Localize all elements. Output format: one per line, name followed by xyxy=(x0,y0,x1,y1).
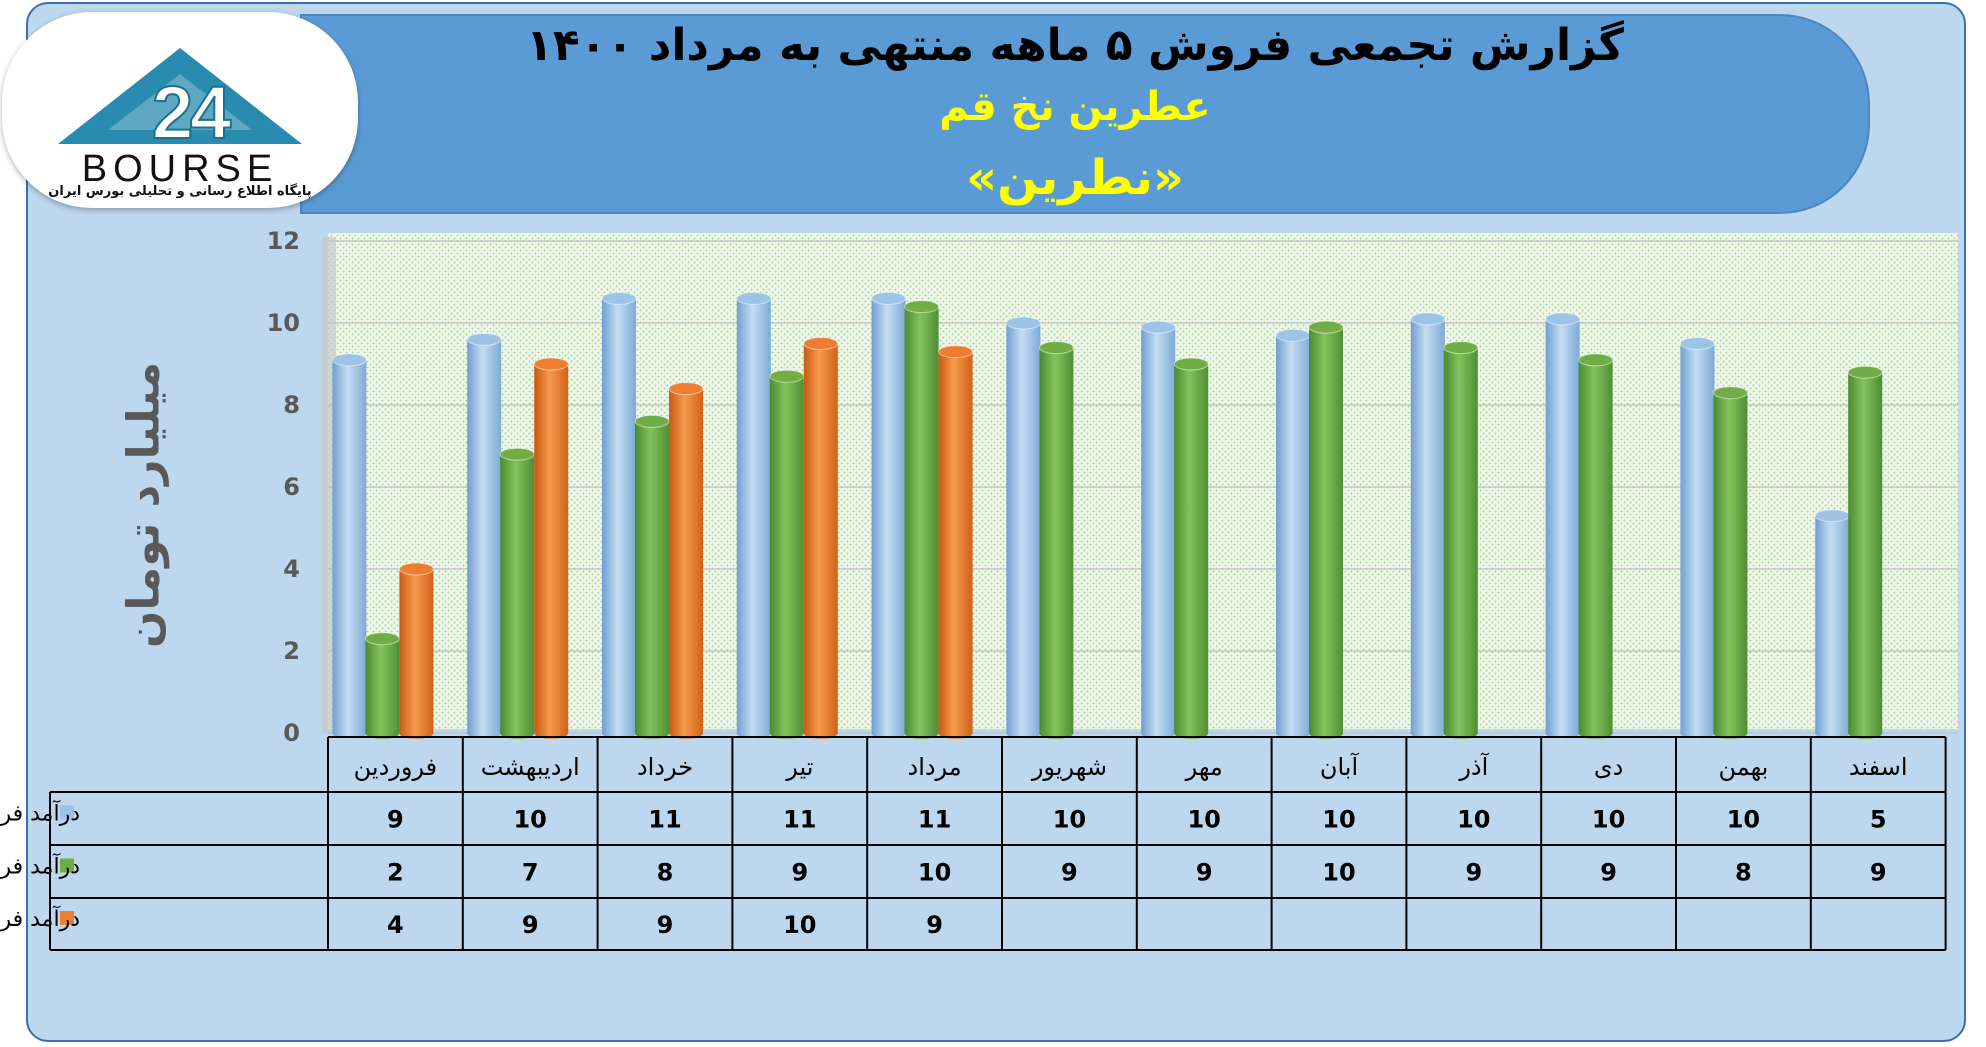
logo-tagline: پایگاه اطلاع رسانی و تحلیلی بورس ایران xyxy=(48,184,312,199)
bar xyxy=(1578,353,1614,739)
table-cell-value: 9 xyxy=(1061,859,1078,887)
title-banner xyxy=(300,14,1870,214)
table-cell-value: 9 xyxy=(1870,859,1887,887)
legend-swatch xyxy=(60,911,74,925)
logo-wordmark: BOURSE xyxy=(81,148,279,190)
legend-swatch xyxy=(60,858,74,873)
table-cell-value: 10 xyxy=(1322,859,1355,887)
y-tick-label: 8 xyxy=(283,391,300,419)
x-tick-label: مرداد xyxy=(908,753,962,781)
company-symbol: «نطرین» xyxy=(966,150,1184,206)
bar xyxy=(769,369,805,739)
bar xyxy=(1712,386,1748,739)
bar xyxy=(1140,320,1176,739)
table-cell-value: 8 xyxy=(1735,859,1752,887)
legend-label: درآمد فروش سال ۱۳۹۹ xyxy=(0,853,80,880)
bourse-logo: 2 4 BOURSE پایگاه اطلاع رسانی و تحلیلی ب… xyxy=(2,12,358,208)
bar xyxy=(364,632,400,739)
svg-text:2: 2 xyxy=(152,71,193,154)
x-tick-label: اردیبهشت xyxy=(481,753,580,781)
bar xyxy=(1275,328,1311,739)
y-tick-label: 6 xyxy=(283,473,300,501)
bar xyxy=(1814,509,1850,739)
y-tick-label: 2 xyxy=(283,637,300,665)
bar xyxy=(1038,341,1074,739)
bar xyxy=(871,291,907,739)
bar xyxy=(533,357,569,739)
logo-triangle-icon: 2 4 xyxy=(58,48,302,155)
bar xyxy=(331,353,367,739)
svg-text:4: 4 xyxy=(190,71,231,154)
table-cell-value: 4 xyxy=(387,911,404,939)
x-tick-label: دی xyxy=(1594,753,1623,781)
table-cell-value: 11 xyxy=(648,806,681,834)
table-cell-value: 10 xyxy=(1322,806,1355,834)
bar xyxy=(1173,357,1209,739)
table-cell-value: 9 xyxy=(791,859,808,887)
x-tick-label: فروردین xyxy=(354,753,438,781)
table-cell-value: 10 xyxy=(1187,806,1220,834)
bar xyxy=(803,337,839,739)
bar xyxy=(1545,312,1581,739)
table-cell-value: 10 xyxy=(1053,806,1086,834)
company-name: عطرین نخ قم xyxy=(939,84,1211,130)
table-cell-value: 10 xyxy=(918,859,951,887)
table-cell-value: 9 xyxy=(657,911,674,939)
y-tick-label: 12 xyxy=(267,227,300,255)
table-cell-value: 10 xyxy=(1592,806,1625,834)
y-tick-label: 10 xyxy=(267,309,300,337)
x-tick-label: اسفند xyxy=(1849,753,1908,781)
table-cell-value: 9 xyxy=(1196,859,1213,887)
x-tick-label: بهمن xyxy=(1718,753,1768,781)
y-tick-label: 0 xyxy=(283,719,300,747)
bar xyxy=(1005,316,1041,739)
x-tick-label: شهریور xyxy=(1031,753,1107,781)
table-cell-value: 9 xyxy=(1600,859,1617,887)
table-cell-value: 11 xyxy=(783,806,816,834)
table-cell-value: 11 xyxy=(918,806,951,834)
bar xyxy=(1410,312,1446,739)
table-cell-value: 9 xyxy=(387,806,404,834)
table-cell-value: 9 xyxy=(522,911,539,939)
y-tick-label: 4 xyxy=(283,555,300,583)
bar xyxy=(1847,365,1883,739)
x-tick-label: آذر xyxy=(1458,752,1489,781)
table-cell-value: 2 xyxy=(387,859,404,887)
table-cell-value: 10 xyxy=(1457,806,1490,834)
legend-label: درآمد فروش سال ۱۳۹۸ xyxy=(0,800,80,827)
table-cell-value: 9 xyxy=(1465,859,1482,887)
x-tick-label: تیر xyxy=(785,753,813,781)
bar xyxy=(904,300,940,739)
bar xyxy=(1443,341,1479,739)
bar xyxy=(634,414,670,739)
table-cell-value: 10 xyxy=(783,911,816,939)
x-tick-label: آبان xyxy=(1320,752,1360,781)
table-cell-value: 8 xyxy=(657,859,674,887)
bar xyxy=(466,332,502,739)
table-cell-value: 10 xyxy=(513,806,546,834)
table-cell-value: 10 xyxy=(1727,806,1760,834)
legend-swatch xyxy=(60,805,74,820)
table-cell-value: 5 xyxy=(1870,806,1887,834)
bar xyxy=(736,291,772,739)
bar xyxy=(1679,337,1715,739)
chart-title: گزارش تجمعی فروش ۵ ماهه منتهی به مرداد ۱… xyxy=(526,20,1624,71)
bar xyxy=(938,345,974,739)
table-cell-value: 9 xyxy=(926,911,943,939)
bar xyxy=(601,291,637,739)
x-tick-label: خرداد xyxy=(637,753,693,781)
bar xyxy=(499,447,535,739)
bar xyxy=(668,382,704,739)
x-tick-label: مهر xyxy=(1185,753,1223,781)
table-cell-value: 7 xyxy=(522,859,539,887)
bar xyxy=(398,562,434,739)
bar xyxy=(1308,320,1344,739)
legend-label: درآمد فروش ۱۴۰۰ xyxy=(0,905,80,932)
